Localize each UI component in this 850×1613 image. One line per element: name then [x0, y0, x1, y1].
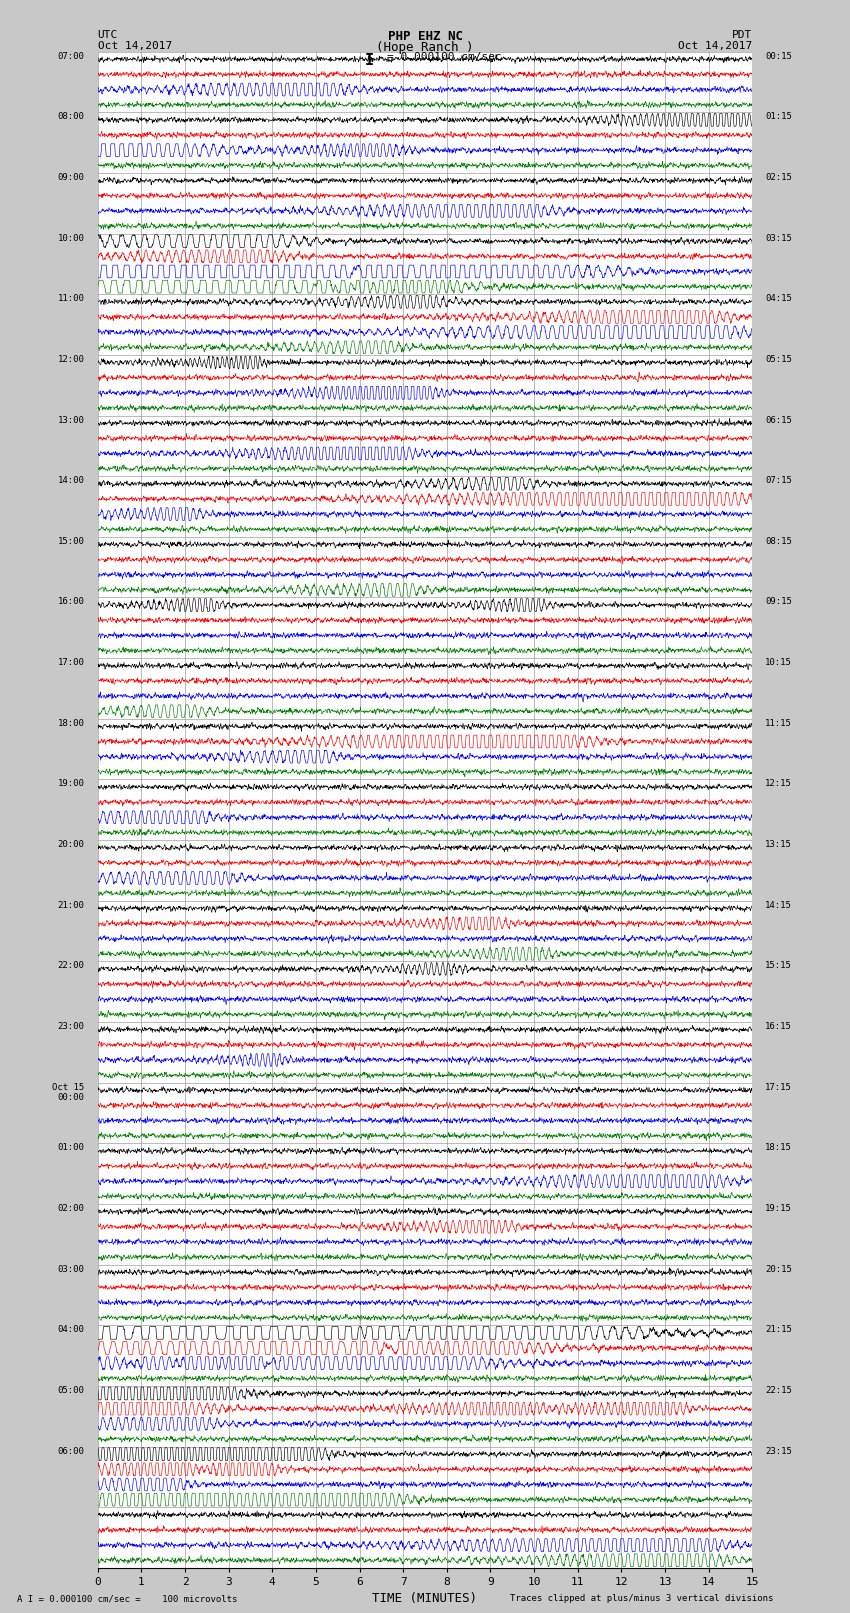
- Text: 06:00: 06:00: [58, 1447, 85, 1455]
- Text: I: I: [366, 53, 374, 68]
- Text: 19:15: 19:15: [765, 1203, 792, 1213]
- Text: 14:15: 14:15: [765, 900, 792, 910]
- Text: Oct 14,2017: Oct 14,2017: [678, 40, 752, 52]
- Text: 07:15: 07:15: [765, 476, 792, 486]
- Text: Oct 15
00:00: Oct 15 00:00: [53, 1082, 85, 1102]
- Text: 06:15: 06:15: [765, 416, 792, 424]
- Text: 18:00: 18:00: [58, 719, 85, 727]
- Text: 16:00: 16:00: [58, 597, 85, 606]
- Text: 10:00: 10:00: [58, 234, 85, 242]
- Text: Traces clipped at plus/minus 3 vertical divisions: Traces clipped at plus/minus 3 vertical …: [510, 1594, 774, 1603]
- Text: 00:15: 00:15: [765, 52, 792, 61]
- Text: 01:00: 01:00: [58, 1144, 85, 1152]
- Text: PHP EHZ NC: PHP EHZ NC: [388, 31, 462, 44]
- Text: 22:00: 22:00: [58, 961, 85, 971]
- Text: 11:15: 11:15: [765, 719, 792, 727]
- Text: 07:00: 07:00: [58, 52, 85, 61]
- Text: 19:00: 19:00: [58, 779, 85, 789]
- Text: 10:15: 10:15: [765, 658, 792, 668]
- Text: 13:15: 13:15: [765, 840, 792, 848]
- Text: 20:15: 20:15: [765, 1265, 792, 1274]
- Text: 04:00: 04:00: [58, 1326, 85, 1334]
- Text: 02:00: 02:00: [58, 1203, 85, 1213]
- Text: 09:15: 09:15: [765, 597, 792, 606]
- Text: 03:15: 03:15: [765, 234, 792, 242]
- Text: = 0.000100 cm/sec: = 0.000100 cm/sec: [387, 52, 501, 61]
- Text: 21:00: 21:00: [58, 900, 85, 910]
- Text: 09:00: 09:00: [58, 173, 85, 182]
- Text: 17:15: 17:15: [765, 1082, 792, 1092]
- Text: 08:15: 08:15: [765, 537, 792, 545]
- Text: 12:15: 12:15: [765, 779, 792, 789]
- Text: PDT: PDT: [732, 31, 752, 40]
- Text: 02:15: 02:15: [765, 173, 792, 182]
- Text: 03:00: 03:00: [58, 1265, 85, 1274]
- Text: 23:15: 23:15: [765, 1447, 792, 1455]
- Text: UTC: UTC: [98, 31, 118, 40]
- Text: 20:00: 20:00: [58, 840, 85, 848]
- Text: 16:15: 16:15: [765, 1023, 792, 1031]
- Text: 15:00: 15:00: [58, 537, 85, 545]
- Text: 11:00: 11:00: [58, 294, 85, 303]
- Text: 05:00: 05:00: [58, 1386, 85, 1395]
- X-axis label: TIME (MINUTES): TIME (MINUTES): [372, 1592, 478, 1605]
- Text: 17:00: 17:00: [58, 658, 85, 668]
- Text: 13:00: 13:00: [58, 416, 85, 424]
- Text: 22:15: 22:15: [765, 1386, 792, 1395]
- Text: 08:00: 08:00: [58, 113, 85, 121]
- Text: 04:15: 04:15: [765, 294, 792, 303]
- Text: A I = 0.000100 cm/sec =    100 microvolts: A I = 0.000100 cm/sec = 100 microvolts: [17, 1594, 237, 1603]
- Text: 23:00: 23:00: [58, 1023, 85, 1031]
- Text: 18:15: 18:15: [765, 1144, 792, 1152]
- Text: Oct 14,2017: Oct 14,2017: [98, 40, 172, 52]
- Text: 21:15: 21:15: [765, 1326, 792, 1334]
- Text: 15:15: 15:15: [765, 961, 792, 971]
- Text: 01:15: 01:15: [765, 113, 792, 121]
- Text: 12:00: 12:00: [58, 355, 85, 365]
- Text: (Hope Ranch ): (Hope Ranch ): [377, 40, 473, 55]
- Text: 05:15: 05:15: [765, 355, 792, 365]
- Text: 14:00: 14:00: [58, 476, 85, 486]
